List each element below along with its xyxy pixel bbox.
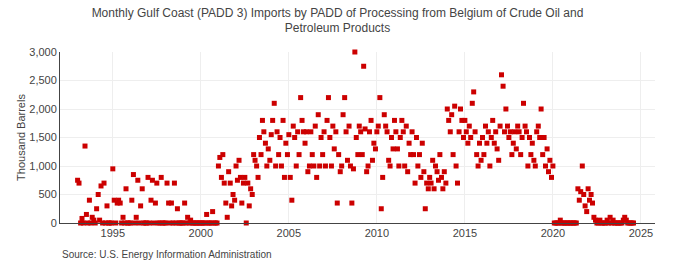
svg-text:2015: 2015	[453, 227, 477, 239]
svg-text:1995: 1995	[101, 227, 125, 239]
svg-text:2005: 2005	[277, 227, 301, 239]
svg-text:Source: U.S. Energy Informatio: Source: U.S. Energy Information Administ…	[62, 249, 272, 260]
svg-text:0: 0	[51, 217, 57, 229]
svg-text:2,000: 2,000	[29, 103, 57, 115]
svg-text:3,000: 3,000	[29, 46, 57, 58]
svg-text:500: 500	[38, 188, 56, 200]
svg-text:2025: 2025	[629, 227, 653, 239]
svg-text:2010: 2010	[365, 227, 389, 239]
svg-text:2,500: 2,500	[29, 74, 57, 86]
svg-text:2000: 2000	[189, 227, 213, 239]
svg-text:Thousand Barrels: Thousand Barrels	[15, 94, 27, 181]
svg-text:1,500: 1,500	[29, 131, 57, 143]
svg-text:2020: 2020	[541, 227, 565, 239]
svg-text:1,000: 1,000	[29, 160, 57, 172]
svg-text:Monthly Gulf Coast (PADD 3) Im: Monthly Gulf Coast (PADD 3) Imports by P…	[92, 6, 584, 36]
